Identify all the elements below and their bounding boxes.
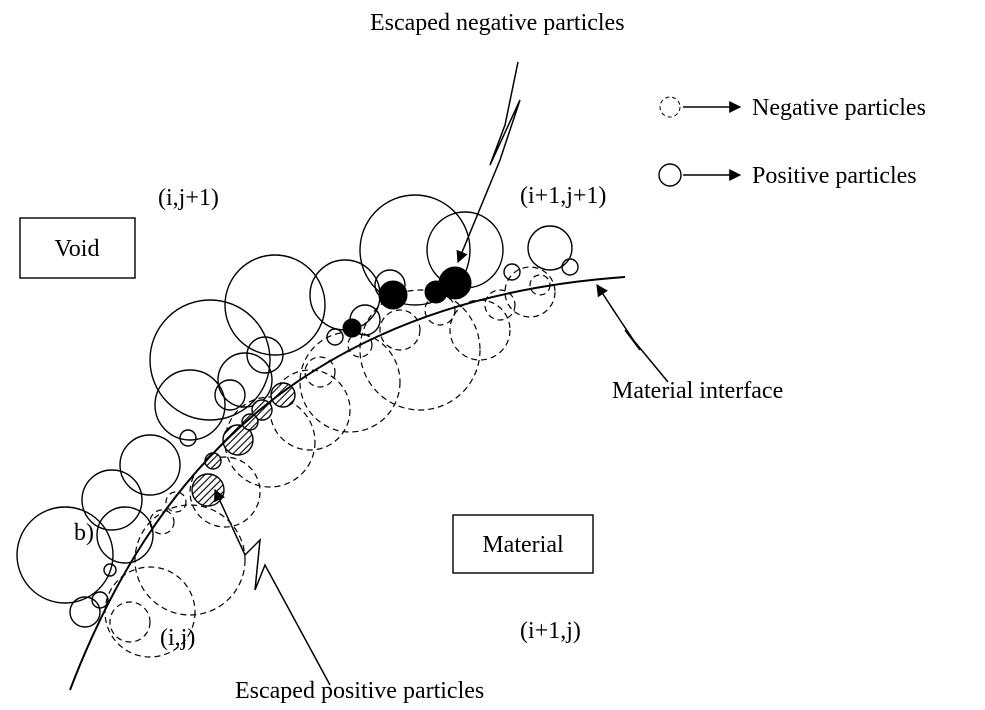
label: Material interface [612,378,783,404]
legend-icon [659,96,681,118]
arrow [456,61,521,264]
cell-label: (i+1,j) [520,618,581,644]
legend-label: Positive particles [752,163,917,189]
cell-label: (i,j) [160,625,195,651]
legend-label: Negative particles [752,95,926,121]
cell-label: (i,j+1) [158,185,219,211]
arrow [596,283,669,383]
label: b) [74,520,94,546]
material-box [452,514,594,574]
escaped-negative-particles [342,266,472,338]
void-box [19,217,136,279]
label: Void [55,236,100,262]
label: Escaped positive particles [235,678,484,704]
arrow [214,488,331,686]
label: Material [482,532,564,558]
interface-curve [69,276,626,691]
legend-icon [658,163,682,187]
label: Escaped negative particles [370,10,625,36]
negative-particles [104,266,556,658]
cell-label: (i+1,j+1) [520,183,606,209]
